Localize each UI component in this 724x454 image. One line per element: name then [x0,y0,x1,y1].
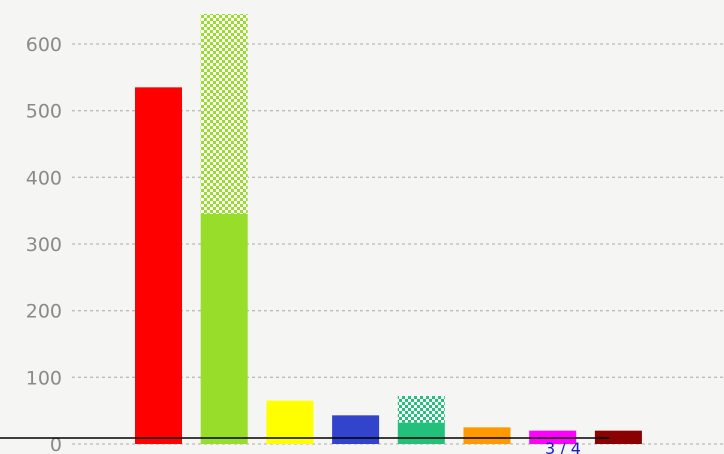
bar [135,87,182,444]
bar [332,415,380,444]
y-tick-label: 0 [50,434,62,454]
bars [135,14,642,444]
y-axis-ticks: 0 100 200 300 400 500 600 [26,34,62,454]
y-tick-label: 200 [26,301,62,323]
y-tick-label: 100 [26,367,62,389]
bar [200,214,248,444]
y-tick-label: 500 [26,101,62,123]
bar [397,422,445,444]
page-indicator[interactable]: 3 / 4 [545,439,581,454]
y-tick-label: 300 [26,234,62,256]
bar [266,400,314,444]
bar-hatched-segment [397,396,445,423]
bar [463,427,511,444]
bar [594,430,642,444]
bar-hatched-segment [200,14,248,214]
y-tick-label: 400 [26,167,62,189]
y-tick-label: 600 [26,34,62,56]
